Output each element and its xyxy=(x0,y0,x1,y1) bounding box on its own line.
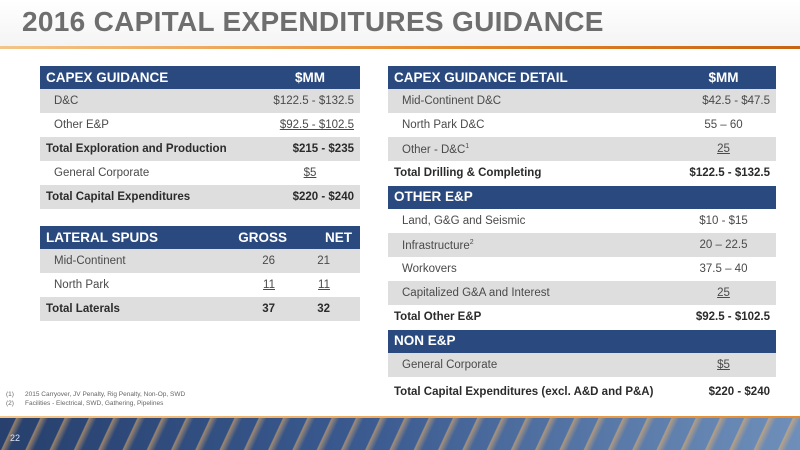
row-label: Workovers xyxy=(402,263,457,275)
capex-detail-table: CAPEX GUIDANCE DETAIL $MM Mid-Continent … xyxy=(388,66,776,185)
row-label: Total Exploration and Production xyxy=(40,137,260,161)
row-label: General Corporate xyxy=(54,167,150,179)
gross-value: 11 xyxy=(263,279,275,291)
gross-value: 26 xyxy=(210,249,295,273)
column-header: NET xyxy=(295,226,360,249)
row-label: Other E&P xyxy=(54,119,109,131)
capex-guidance-table: CAPEX GUIDANCE $MM D&C $122.5 - $132.5 O… xyxy=(40,66,360,209)
footnote-marker: 2 xyxy=(469,238,474,246)
non-ep-table: General Corporate $5 Total Capital Expen… xyxy=(388,353,776,407)
table-row: Capitalized G&A and Interest 25 xyxy=(388,281,776,305)
table-row: Other - D&C1 25 xyxy=(388,137,776,161)
table-row: Land, G&G and Seismic $10 - $15 xyxy=(388,209,776,233)
row-value: 37.5 – 40 xyxy=(699,263,748,275)
row-label-text: Infrastructure xyxy=(402,239,470,252)
table-row: North Park 11 11 xyxy=(40,273,360,297)
gross-value: 37 xyxy=(210,297,295,321)
row-label: Total Drilling & Completing xyxy=(394,167,542,179)
row-value: 25 xyxy=(671,281,776,305)
row-label: General Corporate xyxy=(388,353,671,377)
footer-rule xyxy=(0,416,800,418)
footnotes: (1) 2015 Carryover, JV Penalty, Rig Penal… xyxy=(6,390,185,408)
net-value: 11 xyxy=(318,279,330,291)
table-row: Workovers 37.5 – 40 xyxy=(388,257,776,281)
page-number: 22 xyxy=(10,433,21,443)
footnote-text: 2015 Carryover, JV Penalty, Rig Penalty,… xyxy=(25,391,186,398)
row-label: Infrastructure2 xyxy=(388,233,671,257)
page-title: 2016 CAPITAL EXPENDITURES GUIDANCE xyxy=(22,6,604,37)
row-label: Mid-Continent D&C xyxy=(388,89,671,113)
row-label: Total Capital Expenditures xyxy=(40,185,260,209)
row-label: North Park D&C xyxy=(402,119,485,131)
table-header-row: LATERAL SPUDS GROSS NET xyxy=(40,226,360,249)
row-value: $92.5 - $102.5 xyxy=(279,119,354,131)
footnote-number: (2) xyxy=(6,400,14,407)
table-header-row: CAPEX GUIDANCE $MM xyxy=(40,66,360,89)
row-label: Other - D&C1 xyxy=(388,137,671,161)
footnote-text: Facilities - Electrical, SWD, Gathering,… xyxy=(25,400,164,407)
table-row: General Corporate $5 xyxy=(388,353,776,377)
row-label: Total Laterals xyxy=(40,297,210,321)
row-label-text: Other - D&C xyxy=(402,143,466,156)
section-header-other-ep: OTHER E&P xyxy=(388,186,776,209)
column-header: GROSS xyxy=(210,226,295,249)
row-value: $220 - $240 xyxy=(708,386,770,398)
title-bar: 2016 CAPITAL EXPENDITURES GUIDANCE xyxy=(0,0,800,46)
table-header-row: CAPEX GUIDANCE DETAIL $MM xyxy=(388,66,776,89)
row-value: $5 xyxy=(671,353,776,377)
row-label: Total Capital Expenditures (excl. A&D an… xyxy=(394,386,654,398)
column-header: $MM xyxy=(671,66,776,89)
net-value: 21 xyxy=(295,249,360,273)
row-label: North Park xyxy=(54,279,109,291)
row-label: Total Other E&P xyxy=(394,311,482,323)
footnote: (2) Facilities - Electrical, SWD, Gatheri… xyxy=(6,399,185,408)
table-row: Infrastructure2 20 – 22.5 xyxy=(388,233,776,257)
row-value: $10 - $15 xyxy=(699,215,748,227)
row-label: D&C xyxy=(40,89,260,113)
other-ep-table: Land, G&G and Seismic $10 - $15 Infrastr… xyxy=(388,209,776,329)
table-row: Total Laterals 37 32 xyxy=(40,297,360,321)
row-value: 55 – 60 xyxy=(704,119,743,131)
row-label: Land, G&G and Seismic xyxy=(402,215,526,227)
table-row: Total Other E&P $92.5 - $102.5 xyxy=(388,305,776,329)
footer-band xyxy=(0,418,800,450)
table-row: Mid-Continent 26 21 xyxy=(40,249,360,273)
footnote-number: (1) xyxy=(6,391,14,398)
table-row: Total Exploration and Production $215 - … xyxy=(40,137,360,161)
lateral-spuds-table: LATERAL SPUDS GROSS NET Mid-Continent 26… xyxy=(40,226,360,321)
row-value: $42.5 - $47.5 xyxy=(671,89,776,113)
title-rule xyxy=(0,46,800,49)
table-row: Total Drilling & Completing $122.5 - $13… xyxy=(388,161,776,185)
row-value: $220 - $240 xyxy=(260,185,360,209)
column-header: CAPEX GUIDANCE DETAIL xyxy=(388,66,671,89)
table-row: D&C $122.5 - $132.5 xyxy=(40,89,360,113)
row-label: Mid-Continent xyxy=(40,249,210,273)
row-value: $215 - $235 xyxy=(260,137,360,161)
net-value: 32 xyxy=(295,297,360,321)
row-label: Capitalized G&A and Interest xyxy=(388,281,671,305)
row-value: 20 – 22.5 xyxy=(671,233,776,257)
column-header: $MM xyxy=(260,66,360,89)
row-value: $122.5 - $132.5 xyxy=(260,89,360,113)
row-value: $92.5 - $102.5 xyxy=(695,311,770,323)
table-row: North Park D&C 55 – 60 xyxy=(388,113,776,137)
column-header: LATERAL SPUDS xyxy=(40,226,210,249)
table-row: Total Capital Expenditures (excl. A&D an… xyxy=(388,377,776,407)
footnote: (1) 2015 Carryover, JV Penalty, Rig Penal… xyxy=(6,390,185,399)
table-row: General Corporate $5 xyxy=(40,161,360,185)
table-row: Mid-Continent D&C $42.5 - $47.5 xyxy=(388,89,776,113)
row-value: 25 xyxy=(671,137,776,161)
footnote-marker: 1 xyxy=(465,142,470,150)
row-value: $122.5 - $132.5 xyxy=(689,167,770,179)
table-row: Total Capital Expenditures $220 - $240 xyxy=(40,185,360,209)
column-header: CAPEX GUIDANCE xyxy=(40,66,260,89)
section-header-non-ep: NON E&P xyxy=(388,330,776,353)
row-value: $5 xyxy=(303,167,317,179)
table-row: Other E&P $92.5 - $102.5 xyxy=(40,113,360,137)
